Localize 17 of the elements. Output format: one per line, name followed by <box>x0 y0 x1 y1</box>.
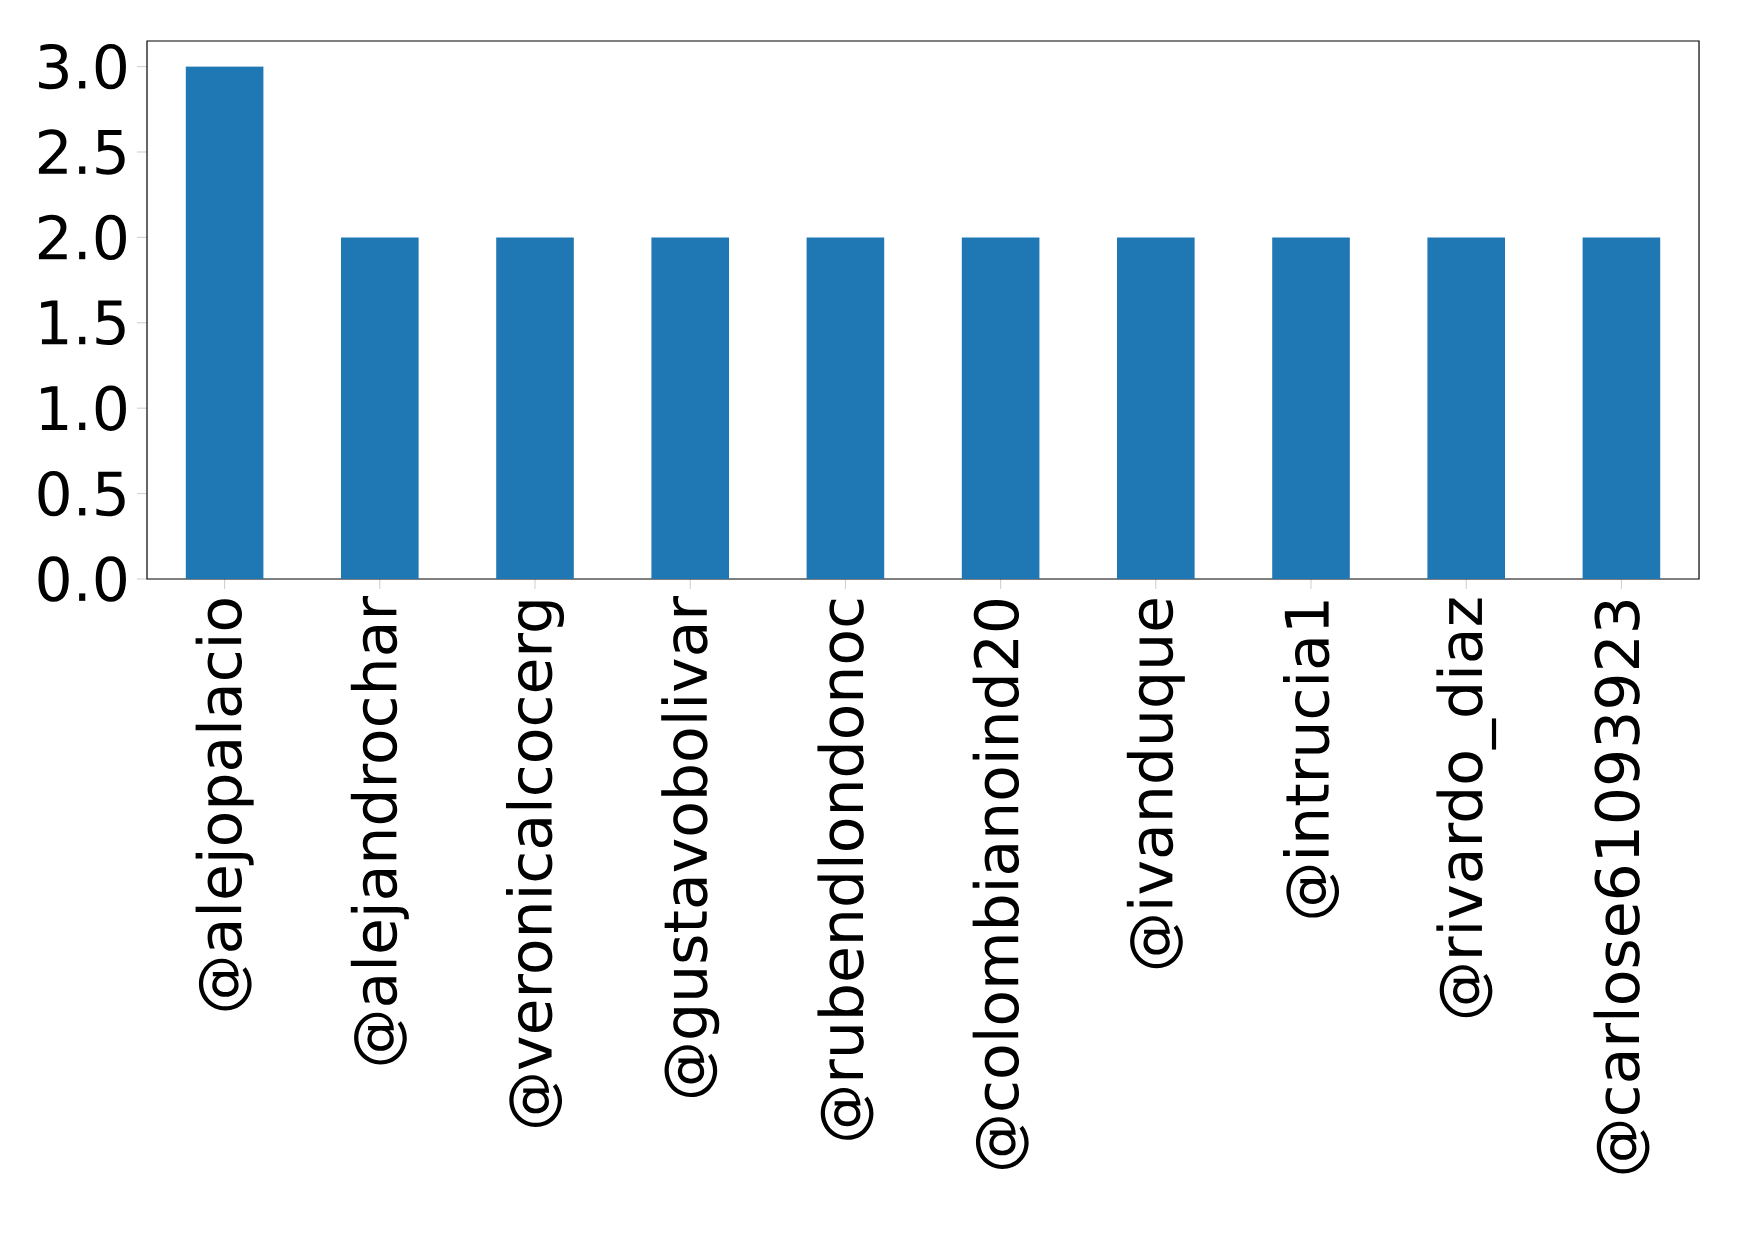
x-tick-label: @gustavobolivar <box>661 595 720 1098</box>
y-tick-label: 0.5 <box>38 470 125 517</box>
y-tick-label: 2.5 <box>38 129 125 175</box>
x-tick-label: @alejandrochar <box>350 595 409 1065</box>
x-tick-label: @rivardo_diaz <box>1436 598 1497 1018</box>
x-tick-label: @rubendlondonoc <box>817 599 874 1140</box>
y-tick-label: 1.0 <box>41 385 126 431</box>
x-tick-label: @veronicalcocerg <box>505 601 565 1128</box>
x-tick-label: @colombianoind20 <box>972 599 1029 1170</box>
y-tick-label: 2.0 <box>38 214 126 261</box>
x-tick-label: @alejopalacio <box>195 599 254 1011</box>
y-tick-label: 0.0 <box>38 556 126 602</box>
y-tick-label: 1.5 <box>41 300 125 346</box>
y-tick-label: 3.0 <box>39 43 126 90</box>
x-tick-label: @ivanduque <box>1126 599 1185 969</box>
x-tick-label: @intrucia1 <box>1283 601 1340 918</box>
x-tick-label: @carlose61093923 <box>1593 600 1650 1174</box>
